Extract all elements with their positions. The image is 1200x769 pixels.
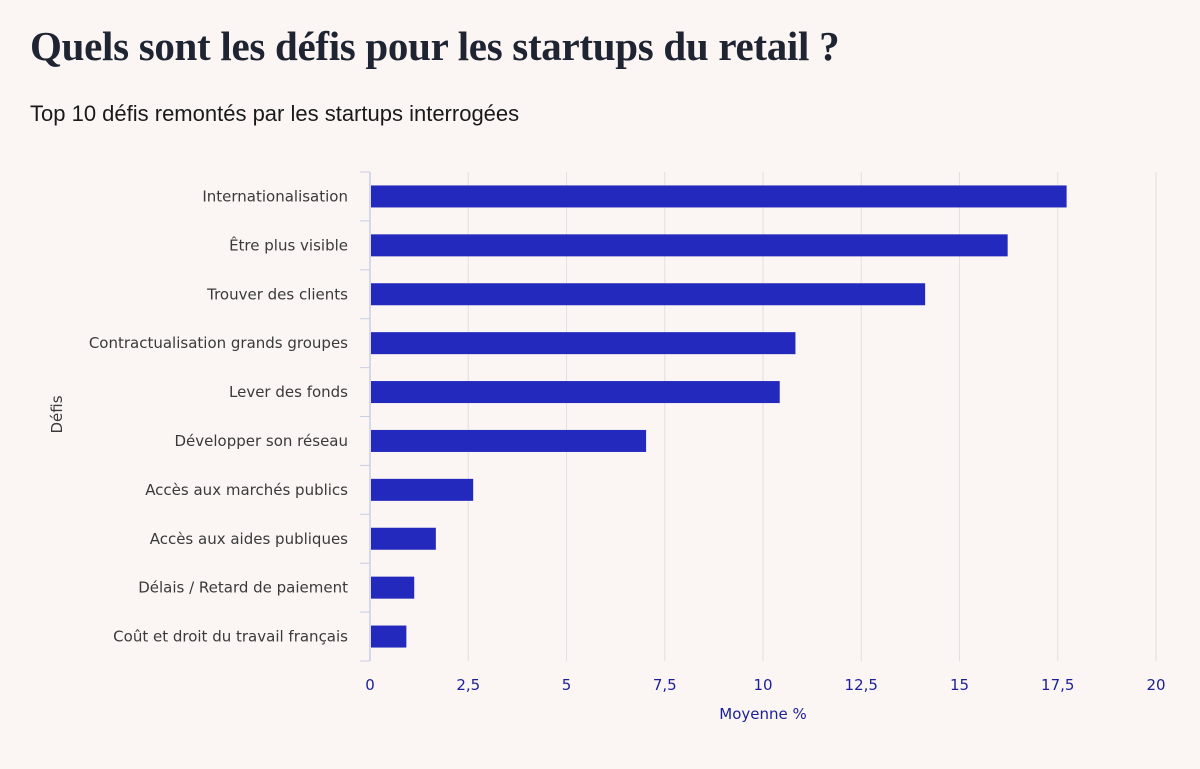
x-tick-label: 10 xyxy=(753,676,772,694)
bar xyxy=(371,234,1008,257)
y-category-label: Délais / Retard de paiement xyxy=(138,579,348,597)
bar xyxy=(371,625,407,648)
bars xyxy=(371,185,1067,648)
y-category-label: Internationalisation xyxy=(202,187,348,205)
y-axis: Internationalisation Être plus visible Tro… xyxy=(89,171,371,662)
y-category-label: Développer son réseau xyxy=(174,432,348,450)
y-category-label: Contractualisation grands groupes xyxy=(89,334,348,352)
bar xyxy=(371,332,796,355)
x-tick-label: 20 xyxy=(1146,676,1165,694)
x-axis: 0 2,5 5 7,5 10 12,5 15 17,5 20 xyxy=(365,676,1165,694)
x-tick-label: 12,5 xyxy=(845,676,878,694)
bar xyxy=(371,381,780,404)
x-tick-label: 17,5 xyxy=(1041,676,1074,694)
bar xyxy=(371,576,415,599)
bar xyxy=(371,527,436,550)
chart-title: Quels sont les défis pour les startups d… xyxy=(30,23,840,69)
y-category-label: Trouver des clients xyxy=(206,285,348,303)
chart-subtitle: Top 10 défis remontés par les startups i… xyxy=(30,101,520,126)
bar xyxy=(371,478,474,501)
y-category-label: Coût et droit du travail français xyxy=(113,628,348,646)
x-tick-label: 5 xyxy=(562,676,572,694)
y-category-label: Accès aux marchés publics xyxy=(145,481,348,499)
bar xyxy=(371,185,1067,208)
bar xyxy=(371,283,926,306)
x-tick-label: 2,5 xyxy=(456,676,480,694)
y-category-label: Être plus visible xyxy=(229,235,348,254)
y-category-label: Accès aux aides publiques xyxy=(150,530,348,548)
x-tick-label: 7,5 xyxy=(653,676,677,694)
x-axis-title: Moyenne % xyxy=(719,705,807,723)
x-tick-label: 0 xyxy=(365,676,375,694)
y-axis-title: Défis xyxy=(48,395,66,433)
bar xyxy=(371,429,647,452)
y-category-label: Lever des fonds xyxy=(229,383,348,401)
x-tick-label: 15 xyxy=(950,676,969,694)
